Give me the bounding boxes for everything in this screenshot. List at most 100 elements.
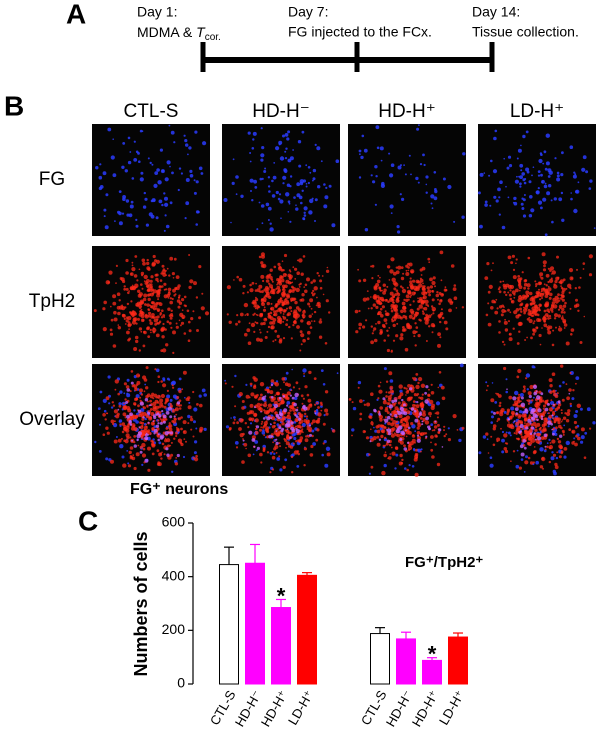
cell bbox=[415, 453, 418, 456]
cell bbox=[423, 163, 426, 167]
cell bbox=[405, 429, 407, 432]
cell bbox=[532, 322, 535, 325]
cell bbox=[421, 412, 427, 417]
cell bbox=[394, 293, 398, 297]
cell bbox=[287, 200, 291, 203]
cell bbox=[269, 227, 274, 232]
cell bbox=[307, 302, 311, 306]
cell bbox=[198, 265, 202, 269]
cell bbox=[305, 164, 308, 167]
cell bbox=[172, 330, 176, 335]
cell bbox=[538, 288, 540, 291]
cell bbox=[292, 386, 295, 389]
cell bbox=[389, 269, 394, 274]
cell bbox=[383, 463, 387, 468]
cell bbox=[320, 369, 324, 372]
cell bbox=[117, 408, 120, 411]
cell bbox=[152, 401, 157, 406]
cell bbox=[487, 322, 492, 327]
cell bbox=[448, 308, 452, 313]
cell bbox=[239, 433, 244, 438]
cell bbox=[156, 462, 161, 466]
cell bbox=[434, 434, 438, 438]
cell bbox=[260, 422, 263, 425]
cell bbox=[283, 299, 287, 302]
cell bbox=[515, 412, 518, 415]
cell bbox=[537, 436, 542, 441]
cell bbox=[578, 286, 581, 289]
cell bbox=[123, 382, 127, 386]
cell bbox=[137, 404, 140, 408]
cell bbox=[286, 391, 291, 396]
x-tick-label: HD-H⁺ bbox=[409, 688, 442, 730]
cell bbox=[524, 429, 528, 433]
cell bbox=[183, 295, 187, 299]
cell bbox=[562, 304, 567, 308]
cell bbox=[366, 297, 370, 301]
cell bbox=[542, 292, 545, 296]
cell bbox=[517, 148, 522, 153]
cell bbox=[551, 451, 554, 454]
cell bbox=[112, 294, 117, 299]
cell bbox=[172, 386, 175, 389]
cell bbox=[248, 417, 253, 421]
cell bbox=[405, 269, 408, 272]
cell bbox=[544, 448, 547, 451]
cell bbox=[308, 210, 313, 215]
cell bbox=[462, 152, 466, 156]
cell bbox=[127, 464, 132, 468]
cell bbox=[383, 318, 388, 322]
cell bbox=[133, 140, 136, 143]
cell bbox=[313, 286, 318, 291]
cell bbox=[173, 415, 176, 418]
micrograph bbox=[222, 124, 340, 236]
cell bbox=[547, 168, 552, 173]
cell bbox=[150, 403, 152, 405]
cell bbox=[503, 343, 506, 346]
cell bbox=[395, 446, 399, 450]
cell bbox=[428, 388, 430, 391]
cell bbox=[157, 419, 160, 422]
cell bbox=[285, 429, 290, 434]
cell bbox=[379, 381, 382, 384]
cell bbox=[136, 438, 139, 442]
cell bbox=[496, 307, 499, 310]
cell bbox=[437, 332, 441, 337]
cell bbox=[152, 316, 156, 319]
cell bbox=[370, 421, 374, 425]
cell bbox=[283, 168, 287, 172]
cell bbox=[324, 390, 329, 394]
cell bbox=[548, 296, 552, 300]
cell bbox=[487, 452, 490, 454]
cell bbox=[232, 421, 236, 425]
cell bbox=[258, 284, 263, 289]
cell bbox=[524, 422, 526, 424]
cell bbox=[530, 440, 532, 443]
cell bbox=[242, 438, 244, 440]
cell bbox=[260, 411, 262, 413]
cell bbox=[548, 460, 551, 464]
cell bbox=[415, 456, 418, 460]
cell bbox=[161, 264, 165, 268]
cell bbox=[529, 195, 533, 199]
cell bbox=[547, 175, 551, 178]
cell bbox=[162, 314, 166, 317]
cell bbox=[296, 406, 299, 409]
cell bbox=[323, 204, 328, 209]
cell bbox=[131, 439, 134, 442]
cell bbox=[123, 392, 126, 395]
cell bbox=[165, 447, 169, 451]
cell bbox=[411, 291, 416, 296]
cell bbox=[394, 402, 397, 405]
cell bbox=[302, 316, 305, 319]
cell bbox=[434, 285, 436, 288]
cell bbox=[405, 435, 408, 438]
cell bbox=[402, 314, 406, 319]
cell bbox=[403, 298, 406, 301]
cell bbox=[250, 322, 256, 328]
cell bbox=[527, 456, 531, 460]
cell bbox=[298, 286, 301, 288]
cell bbox=[415, 176, 419, 181]
cell bbox=[361, 134, 365, 138]
cell bbox=[171, 272, 175, 276]
